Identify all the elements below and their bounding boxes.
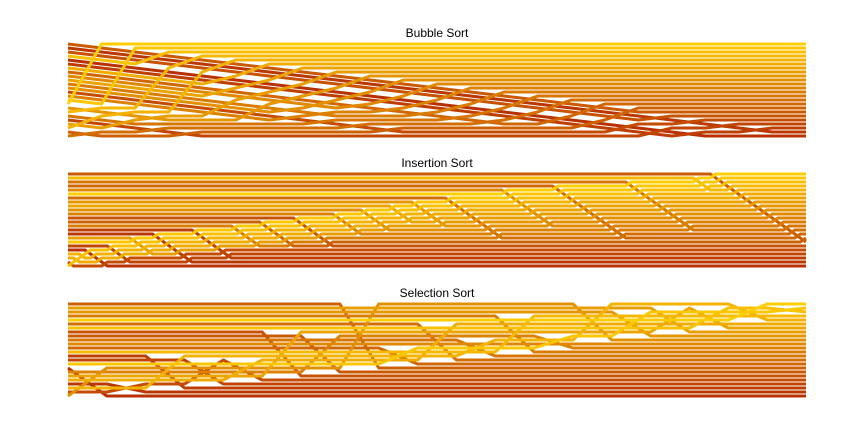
selection-element-wire (68, 302, 806, 322)
insertion-element-wire (68, 220, 807, 248)
bubble-element-wire (67, 106, 806, 138)
insertion-element-wire (68, 172, 807, 244)
insertion-element-wire (68, 176, 806, 192)
insertion-element-wire (68, 188, 806, 260)
bubble-element-wire (67, 62, 806, 86)
selection-element-wire (68, 306, 807, 366)
insertion-element-wire (68, 208, 806, 232)
bubble-element-wire (67, 74, 806, 110)
bubble-element-wire (67, 50, 806, 66)
insertion-element-wire (67, 180, 806, 268)
insertion-element-wire (68, 248, 806, 268)
insertion-element-wire (68, 180, 806, 232)
bubble-element-wire (67, 66, 806, 98)
selection-element-wire (68, 322, 806, 382)
selection-element-wire (67, 366, 806, 398)
panel-bubble-sort: Bubble Sort (66, 26, 806, 138)
insertion-element-wire (68, 212, 806, 236)
selection-element-wire (68, 314, 806, 354)
insertion-sort-network (67, 172, 807, 268)
bubble-element-wire (66, 42, 806, 105)
selection-element-wire (68, 354, 806, 390)
insertion-element-wire (68, 188, 806, 228)
bubble-element-wire (67, 90, 806, 134)
bubble-element-wire (67, 62, 806, 138)
panel-title-selection: Selection Sort (400, 286, 475, 300)
selection-element-wire (68, 334, 806, 374)
bubble-element-wire (67, 82, 806, 118)
selection-element-wire (68, 382, 806, 394)
panel-selection-sort: Selection Sort (67, 286, 807, 398)
bubble-element-wire (67, 86, 806, 122)
selection-element-wire (68, 334, 806, 374)
panel-title-insertion: Insertion Sort (401, 156, 473, 170)
panel-insertion-sort: Insertion Sort (67, 156, 807, 268)
selection-element-wire (68, 302, 806, 370)
bubble-element-wire (67, 98, 806, 138)
insertion-element-wire (68, 244, 806, 264)
bubble-sort-network (66, 42, 806, 138)
bubble-element-wire (67, 78, 806, 114)
selection-element-wire (68, 310, 806, 338)
insertion-element-wire (68, 196, 806, 224)
selection-element-wire (68, 314, 806, 354)
selection-sort-network (67, 302, 807, 398)
selection-element-wire (68, 346, 806, 366)
bubble-element-wire (67, 46, 806, 106)
insertion-element-wire (68, 216, 806, 248)
insertion-element-wire (68, 192, 806, 264)
insertion-element-wire (68, 196, 806, 240)
bubble-element-wire (67, 70, 806, 130)
insertion-element-wire (68, 172, 806, 196)
selection-element-wire (68, 330, 806, 378)
panel-title-bubble: Bubble Sort (406, 26, 469, 40)
insertion-element-wire (68, 176, 806, 244)
selection-element-wire (68, 302, 806, 390)
bubble-element-wire (67, 74, 806, 122)
selection-element-wire (67, 302, 806, 398)
insertion-element-wire (68, 232, 806, 264)
insertion-element-wire (68, 220, 806, 248)
insertion-element-wire (68, 200, 806, 256)
bubble-element-wire (67, 58, 806, 130)
bubble-element-wire (67, 54, 806, 114)
bubble-element-wire (67, 94, 806, 126)
bubble-element-wire (67, 50, 806, 122)
insertion-element-wire (68, 228, 806, 260)
insertion-element-wire (68, 184, 806, 240)
selection-element-wire (68, 306, 807, 330)
insertion-element-wire (67, 248, 806, 268)
